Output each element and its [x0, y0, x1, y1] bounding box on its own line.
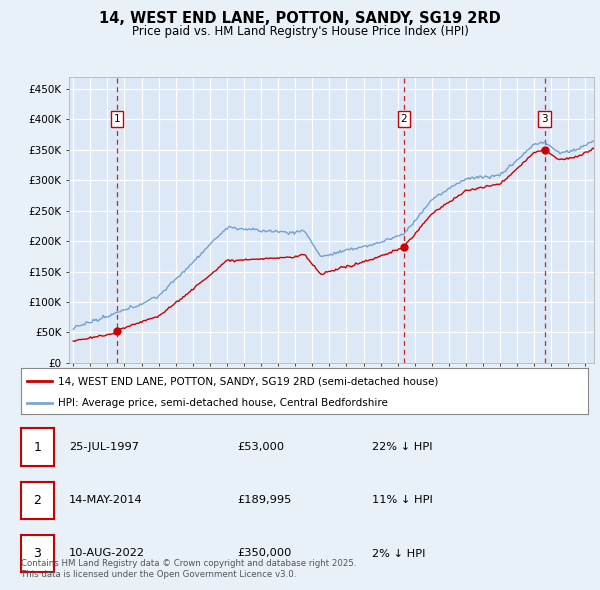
Text: 10-AUG-2022: 10-AUG-2022 [69, 549, 145, 559]
Text: 14, WEST END LANE, POTTON, SANDY, SG19 2RD (semi-detached house): 14, WEST END LANE, POTTON, SANDY, SG19 2… [58, 376, 438, 386]
Text: 2% ↓ HPI: 2% ↓ HPI [372, 549, 425, 559]
Text: 25-JUL-1997: 25-JUL-1997 [69, 442, 139, 453]
Text: 3: 3 [541, 114, 548, 124]
Text: 2: 2 [34, 494, 41, 507]
Text: HPI: Average price, semi-detached house, Central Bedfordshire: HPI: Average price, semi-detached house,… [58, 398, 388, 408]
Text: Contains HM Land Registry data © Crown copyright and database right 2025.
This d: Contains HM Land Registry data © Crown c… [21, 559, 356, 579]
Text: 2: 2 [401, 114, 407, 124]
Text: 1: 1 [113, 114, 120, 124]
Text: 11% ↓ HPI: 11% ↓ HPI [372, 496, 433, 506]
Text: £350,000: £350,000 [237, 549, 292, 559]
Text: 22% ↓ HPI: 22% ↓ HPI [372, 442, 433, 453]
Text: Price paid vs. HM Land Registry's House Price Index (HPI): Price paid vs. HM Land Registry's House … [131, 25, 469, 38]
Text: 14-MAY-2014: 14-MAY-2014 [69, 496, 143, 506]
Text: 1: 1 [34, 441, 41, 454]
Text: £189,995: £189,995 [237, 496, 292, 506]
Text: £53,000: £53,000 [237, 442, 284, 453]
Text: 3: 3 [34, 547, 41, 560]
Text: 14, WEST END LANE, POTTON, SANDY, SG19 2RD: 14, WEST END LANE, POTTON, SANDY, SG19 2… [99, 11, 501, 25]
